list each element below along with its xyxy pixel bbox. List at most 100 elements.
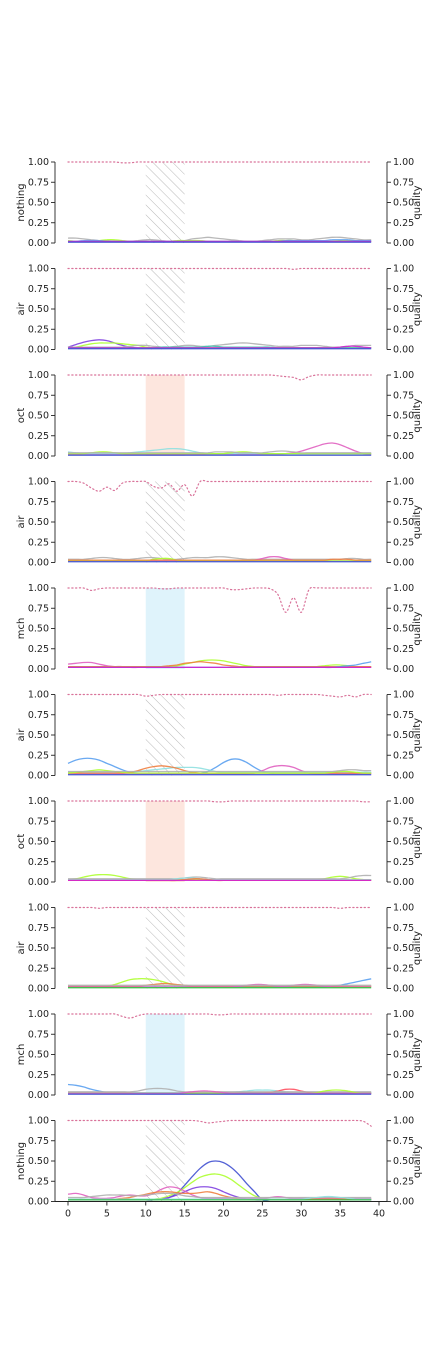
series-line-7 bbox=[68, 1195, 372, 1200]
y-tick-label-right: 0.00 bbox=[393, 451, 414, 462]
y-tick-label-right: 1.00 bbox=[393, 583, 414, 594]
series-line-2 bbox=[68, 874, 372, 880]
right-axis-label: quality bbox=[412, 1144, 423, 1178]
right-axis-label: quality bbox=[412, 398, 423, 432]
series-line-1 bbox=[67, 556, 372, 561]
highlight-region-oct bbox=[145, 801, 185, 882]
y-tick-label-left: 0.50 bbox=[28, 1050, 49, 1061]
y-tick-label-left: 1.00 bbox=[28, 1116, 49, 1127]
panel-3: 0.00 0.00 0.25 0.25 0.50 0.50 0.75 0.75 1.00 1.00… bbox=[16, 370, 423, 462]
y-tick-label-left: 0.25 bbox=[28, 218, 49, 229]
y-tick-label-right: 0.50 bbox=[393, 411, 414, 422]
right-axis-label: quality bbox=[412, 824, 423, 858]
y-tick-label-left: 0.00 bbox=[28, 451, 49, 462]
y-tick-label-right: 0.25 bbox=[393, 431, 414, 442]
panel-1: 0.00 0.00 0.25 0.25 0.50 0.50 0.75 0.75 1.00 1.00… bbox=[16, 157, 423, 249]
highlight-region-hatched bbox=[145, 907, 185, 989]
panel-label: air bbox=[16, 941, 27, 955]
y-tick-label-left: 0.00 bbox=[28, 664, 49, 675]
right-axis-label: quality bbox=[412, 185, 423, 219]
y-tick-label-right: 1.00 bbox=[393, 903, 414, 914]
y-tick-label-right: 1.00 bbox=[393, 477, 414, 488]
y-tick-label-right: 0.50 bbox=[393, 624, 414, 635]
y-tick-label-left: 1.00 bbox=[28, 1009, 49, 1020]
y-tick-label-left: 0.50 bbox=[28, 198, 49, 209]
y-tick-label-left: 0.75 bbox=[28, 284, 49, 295]
y-tick-label-right: 0.25 bbox=[393, 1070, 414, 1081]
right-axis-label: quality bbox=[412, 611, 423, 645]
y-tick-label-right: 0.75 bbox=[393, 923, 414, 934]
y-tick-label-right: 0.75 bbox=[393, 1029, 414, 1040]
y-tick-label-left: 1.00 bbox=[28, 903, 49, 914]
quality-line bbox=[67, 693, 372, 698]
y-tick-label-left: 0.25 bbox=[28, 750, 49, 761]
panel-4: 0.00 0.00 0.25 0.25 0.50 0.50 0.75 0.75 1.00 1.00… bbox=[16, 477, 423, 569]
y-tick-label-left: 1.00 bbox=[28, 796, 49, 807]
y-tick-label-right: 1.00 bbox=[393, 690, 414, 701]
y-tick-label-right: 0.50 bbox=[393, 517, 414, 528]
panel-label: air bbox=[16, 302, 27, 316]
y-tick-label-left: 0.75 bbox=[28, 710, 49, 721]
y-tick-label-left: 0.75 bbox=[28, 390, 49, 401]
quality-line bbox=[67, 161, 372, 164]
series-line-6 bbox=[67, 769, 372, 773]
quality-line bbox=[67, 479, 372, 497]
y-tick-label-right: 0.00 bbox=[393, 1197, 414, 1208]
y-tick-label-right: 0.75 bbox=[393, 284, 414, 295]
y-tick-label-right: 0.75 bbox=[393, 497, 414, 508]
y-tick-label-left: 1.00 bbox=[28, 157, 49, 168]
panel-10: 0.00 0.00 0.25 0.25 0.50 0.50 0.75 0.75 1.00 1.00… bbox=[16, 1116, 423, 1220]
series-line-6 bbox=[68, 1090, 372, 1095]
y-tick-label-right: 0.50 bbox=[393, 730, 414, 741]
y-tick-label-left: 0.25 bbox=[28, 857, 49, 868]
panel-7: 0.00 0.00 0.25 0.25 0.50 0.50 0.75 0.75 1.00 1.00… bbox=[16, 796, 423, 888]
y-tick-label-right: 0.25 bbox=[393, 1176, 414, 1187]
y-tick-label-right: 0.00 bbox=[393, 558, 414, 569]
y-tick-label-right: 0.50 bbox=[393, 837, 414, 848]
y-tick-label-right: 0.75 bbox=[393, 177, 414, 188]
right-axis-label: quality bbox=[412, 1037, 423, 1071]
y-tick-label-right: 0.00 bbox=[393, 664, 414, 675]
highlight-region-hatched bbox=[145, 1120, 185, 1202]
panel-label: mch bbox=[16, 1044, 27, 1066]
x-tick-label: 5 bbox=[104, 1209, 110, 1220]
y-tick-label-right: 0.50 bbox=[393, 1050, 414, 1061]
x-tick-label: 25 bbox=[256, 1209, 268, 1220]
y-tick-label-left: 0.25 bbox=[28, 431, 49, 442]
y-tick-label-left: 0.75 bbox=[28, 816, 49, 827]
y-tick-label-right: 0.75 bbox=[393, 1136, 414, 1147]
y-tick-label-left: 0.00 bbox=[28, 1197, 49, 1208]
y-tick-label-right: 0.00 bbox=[393, 771, 414, 782]
y-tick-label-left: 1.00 bbox=[28, 264, 49, 275]
panel-9: 0.00 0.00 0.25 0.25 0.50 0.50 0.75 0.75 1.00 1.00… bbox=[16, 1009, 423, 1101]
y-tick-label-left: 0.25 bbox=[28, 1070, 49, 1081]
y-tick-label-left: 0.25 bbox=[28, 537, 49, 548]
quality-line bbox=[67, 1119, 372, 1127]
y-tick-label-left: 0.75 bbox=[28, 1136, 49, 1147]
panel-label: nothing bbox=[16, 1142, 27, 1180]
y-tick-label-left: 0.00 bbox=[28, 345, 49, 356]
y-tick-label-right: 0.00 bbox=[393, 1090, 414, 1101]
y-tick-label-left: 0.50 bbox=[28, 517, 49, 528]
quality-line bbox=[67, 374, 372, 381]
y-tick-label-left: 1.00 bbox=[28, 583, 49, 594]
highlight-region-hatched bbox=[145, 481, 185, 563]
series-line-4 bbox=[67, 1186, 372, 1200]
x-tick-label: 10 bbox=[140, 1209, 152, 1220]
y-tick-label-right: 0.00 bbox=[393, 238, 414, 249]
y-tick-label-right: 0.25 bbox=[393, 750, 414, 761]
y-tick-label-right: 0.75 bbox=[393, 390, 414, 401]
y-tick-label-left: 0.50 bbox=[28, 304, 49, 315]
y-tick-label-left: 0.00 bbox=[28, 771, 49, 782]
y-tick-label-left: 0.25 bbox=[28, 324, 49, 335]
panel-label: oct bbox=[16, 834, 27, 850]
y-tick-label-right: 0.00 bbox=[393, 345, 414, 356]
y-tick-label-right: 1.00 bbox=[393, 157, 414, 168]
y-tick-label-right: 0.25 bbox=[393, 324, 414, 335]
quality-line bbox=[67, 800, 372, 803]
y-tick-label-left: 0.50 bbox=[28, 411, 49, 422]
series-line-3 bbox=[67, 661, 372, 668]
panel-label: air bbox=[16, 515, 27, 529]
